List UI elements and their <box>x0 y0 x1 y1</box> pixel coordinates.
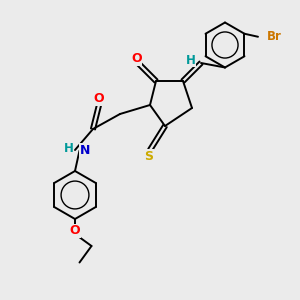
Text: H: H <box>186 53 195 67</box>
Text: Br: Br <box>267 30 282 43</box>
Text: O: O <box>94 92 104 106</box>
Text: H: H <box>64 142 74 155</box>
Text: N: N <box>80 144 90 157</box>
Text: O: O <box>70 224 80 238</box>
Text: O: O <box>131 52 142 65</box>
Text: S: S <box>144 149 153 163</box>
